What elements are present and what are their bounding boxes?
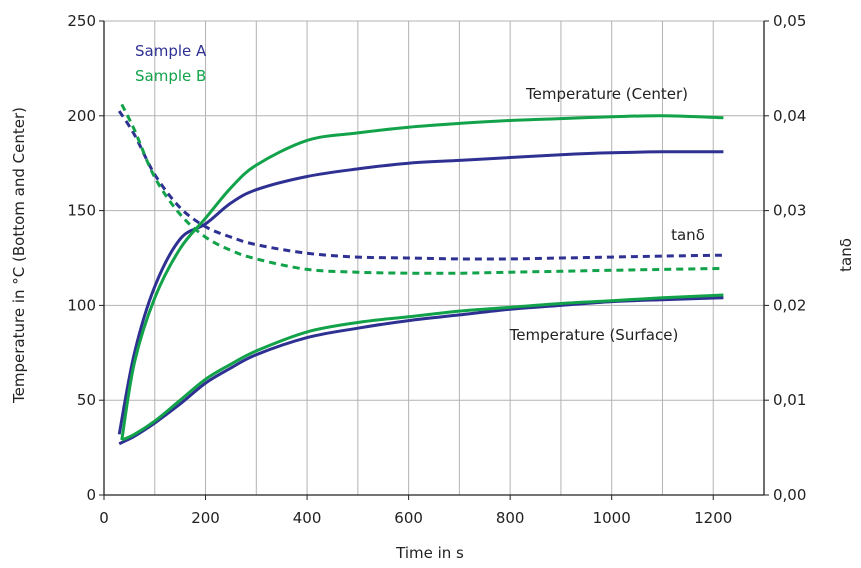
y-tick-label: 250 xyxy=(67,12,96,30)
series-line-a-center xyxy=(117,150,724,435)
y2-tick-label: 0,04 xyxy=(773,107,806,125)
x-tick-label: 600 xyxy=(394,509,423,527)
y2-tick-label: 0,03 xyxy=(773,202,806,220)
series-line-a-tand xyxy=(117,110,724,261)
tick-labels: 0 200 400 600 800 1000 1200 0 50 100 150 200 250 0,00… xyxy=(67,12,806,527)
x-tick-label: 400 xyxy=(293,509,322,527)
y2-axis-title: tanδ xyxy=(837,238,855,272)
y2-tick-label: 0,02 xyxy=(773,296,806,314)
annotation-temperature-center: Temperature (Center) xyxy=(525,85,688,103)
y-tick-label: 200 xyxy=(67,107,96,125)
y-axis-title: Temperature in °C (Bottom and Center) xyxy=(10,107,28,404)
legend-sample-a: Sample A xyxy=(135,42,207,60)
y-tick-label: 0 xyxy=(86,486,96,504)
y-tick-label: 50 xyxy=(77,391,96,409)
y-tick-label: 150 xyxy=(67,202,96,220)
series-line-a-surface xyxy=(118,296,724,446)
x-tick-label: 1000 xyxy=(593,509,631,527)
y2-tick-label: 0,05 xyxy=(773,12,806,30)
axes xyxy=(103,21,765,496)
y-tick-label: 100 xyxy=(67,296,96,314)
x-tick-label: 0 xyxy=(99,509,109,527)
annotation-temperature-surface: Temperature (Surface) xyxy=(509,326,679,344)
x-tick-label: 1200 xyxy=(694,509,732,527)
x-axis-title: Time in s xyxy=(395,544,464,562)
legend-sample-b: Sample B xyxy=(135,67,206,85)
y2-tick-label: 0,01 xyxy=(773,391,806,409)
y2-tick-label: 0,00 xyxy=(773,486,806,504)
series-line-b-tand xyxy=(120,103,724,275)
series-layer xyxy=(117,103,724,446)
x-tick-label: 200 xyxy=(191,509,220,527)
x-tick-label: 800 xyxy=(496,509,525,527)
annotation-tand: tanδ xyxy=(671,226,705,244)
series-line-b-surface xyxy=(121,293,724,442)
series-line-b-center xyxy=(120,114,724,441)
